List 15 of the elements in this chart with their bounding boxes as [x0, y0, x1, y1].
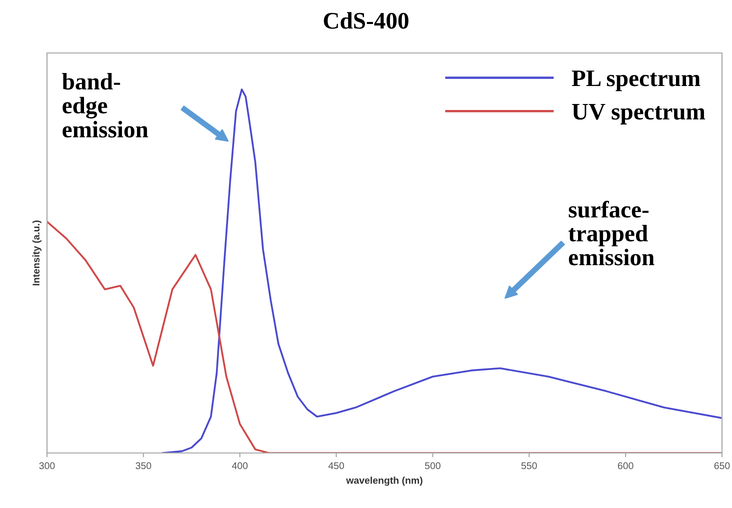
legend-label: UV spectrum	[572, 104, 706, 124]
x-axis-title: wavelength (nm)	[346, 476, 422, 486]
annotation: band- edge emission	[62, 73, 148, 138]
legend-label: PL spectrum	[572, 70, 700, 92]
annotation: surface- trapped emission	[568, 200, 654, 266]
y-axis-title: Intensity (a.u.)	[32, 220, 42, 286]
x-tick-label: 500	[424, 462, 440, 470]
x-tick-label: 300	[39, 462, 55, 470]
x-tick-label: 450	[328, 462, 344, 470]
chart-title: CdS-400	[324, 12, 408, 29]
x-tick-label: 400	[232, 462, 248, 470]
x-tick-label: 650	[714, 462, 730, 470]
x-tick-label: 600	[618, 462, 634, 470]
x-tick-label: 350	[136, 462, 152, 470]
x-tick-label: 550	[521, 462, 537, 470]
